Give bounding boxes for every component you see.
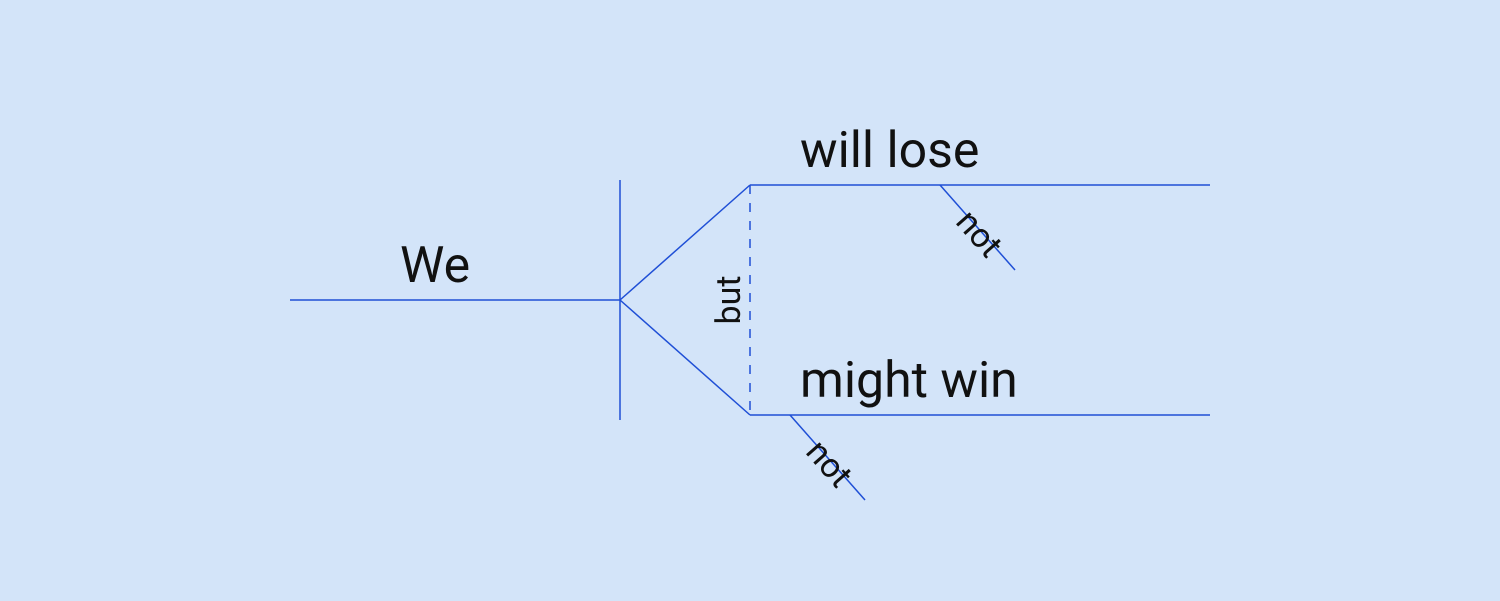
conjunction-word: but xyxy=(709,276,749,325)
predicate-upper: will lose xyxy=(800,122,979,180)
predicate-lower: might win xyxy=(800,352,1018,410)
subject-word: We xyxy=(400,237,470,295)
sentence-diagram: Wewill losemight winbutnotnot xyxy=(0,0,1500,601)
